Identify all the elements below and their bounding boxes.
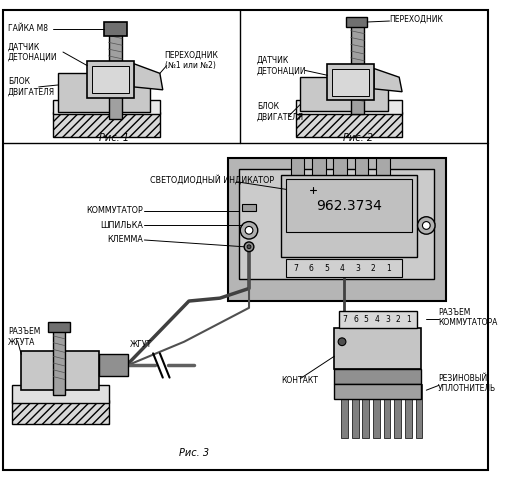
Text: 2: 2: [396, 315, 401, 324]
Text: 6: 6: [353, 315, 358, 324]
Bar: [341, 384, 348, 438]
Bar: [291, 157, 304, 179]
Bar: [334, 384, 421, 399]
Text: КОНТАКТ: КОНТАКТ: [281, 376, 318, 385]
Bar: [312, 157, 325, 179]
Text: 7: 7: [293, 264, 298, 273]
Bar: [286, 179, 412, 232]
Bar: [53, 112, 160, 137]
Bar: [363, 384, 369, 438]
Bar: [354, 157, 368, 179]
Text: Рис. 2: Рис. 2: [343, 133, 374, 143]
Bar: [333, 69, 369, 96]
Text: 962.3734: 962.3734: [316, 199, 382, 213]
Bar: [351, 22, 365, 114]
Bar: [416, 384, 422, 438]
Bar: [333, 157, 347, 179]
Text: КОММУТАТОР: КОММУТАТОР: [87, 206, 143, 216]
Text: 7: 7: [343, 315, 347, 324]
Circle shape: [418, 217, 435, 234]
Bar: [286, 259, 402, 277]
Circle shape: [338, 338, 346, 346]
Text: ПЕРЕХОДНИК: ПЕРЕХОДНИК: [389, 14, 444, 24]
Text: 6: 6: [309, 264, 313, 273]
Text: РЕЗИНОВЫЙ
УПЛОТНИТЕЛЬ: РЕЗИНОВЫЙ УПЛОТНИТЕЛЬ: [438, 374, 496, 393]
Bar: [87, 61, 134, 97]
Circle shape: [247, 245, 251, 249]
Bar: [53, 99, 160, 114]
Bar: [99, 354, 128, 376]
Polygon shape: [134, 64, 163, 90]
Text: ДАТЧИК
ДЕТОНАЦИИ: ДАТЧИК ДЕТОНАЦИИ: [257, 56, 306, 75]
Text: 5: 5: [324, 264, 329, 273]
Text: 1: 1: [386, 264, 391, 273]
Bar: [12, 400, 108, 424]
Text: ГАЙКА М8: ГАЙКА М8: [8, 24, 48, 33]
Text: 2: 2: [371, 264, 375, 273]
Bar: [58, 73, 150, 112]
Bar: [352, 384, 358, 438]
Bar: [49, 323, 70, 332]
Bar: [296, 112, 402, 137]
Text: 5: 5: [364, 315, 369, 324]
Text: РАЗЪЕМ
ЖГУТА: РАЗЪЕМ ЖГУТА: [8, 327, 40, 347]
Circle shape: [422, 222, 430, 229]
Text: БЛОК
ДВИГАТЕЛЯ: БЛОК ДВИГАТЕЛЯ: [257, 102, 304, 122]
Bar: [53, 327, 65, 395]
Text: 1: 1: [407, 315, 411, 324]
Text: Рис. 3: Рис. 3: [179, 448, 209, 458]
Bar: [242, 204, 256, 211]
Bar: [334, 328, 421, 369]
Text: Рис. 1: Рис. 1: [99, 133, 129, 143]
Bar: [108, 27, 122, 119]
Circle shape: [244, 242, 254, 252]
Polygon shape: [374, 69, 402, 92]
Text: 4: 4: [340, 264, 344, 273]
Circle shape: [240, 222, 258, 239]
Text: 3: 3: [385, 315, 390, 324]
Bar: [92, 66, 129, 93]
Text: КЛЕММА: КЛЕММА: [107, 236, 143, 244]
Bar: [296, 99, 402, 114]
Text: ШПИЛЬКА: ШПИЛЬКА: [100, 221, 143, 230]
Bar: [334, 369, 421, 384]
Text: БЛОК
ДВИГАТЕЛЯ: БЛОК ДВИГАТЕЛЯ: [8, 77, 55, 96]
Bar: [21, 351, 99, 390]
Bar: [346, 17, 367, 27]
Circle shape: [309, 186, 317, 193]
Bar: [394, 384, 401, 438]
Bar: [239, 169, 434, 279]
Text: СВЕТОДИОДНЫЙ ИНДИКАТОР: СВЕТОДИОДНЫЙ ИНДИКАТОР: [150, 175, 274, 185]
Bar: [12, 385, 108, 403]
Bar: [300, 77, 387, 111]
Bar: [373, 384, 380, 438]
Bar: [376, 157, 389, 179]
Text: ПЕРЕХОДНИК
(№1 или №2): ПЕРЕХОДНИК (№1 или №2): [165, 51, 219, 71]
Bar: [328, 64, 374, 100]
Bar: [103, 22, 127, 36]
Bar: [405, 384, 412, 438]
Bar: [384, 384, 390, 438]
Text: ЖГУТ: ЖГУТ: [129, 340, 152, 349]
Bar: [228, 157, 446, 301]
Bar: [339, 311, 417, 328]
Text: 3: 3: [355, 264, 360, 273]
Circle shape: [245, 227, 253, 234]
Text: ДАТЧИК
ДЕТОНАЦИИ: ДАТЧИК ДЕТОНАЦИИ: [8, 42, 57, 62]
Text: 4: 4: [375, 315, 379, 324]
Bar: [281, 175, 417, 257]
Text: РАЗЪЕМ
КОММУТАТОРА: РАЗЪЕМ КОММУТАТОРА: [438, 308, 497, 327]
